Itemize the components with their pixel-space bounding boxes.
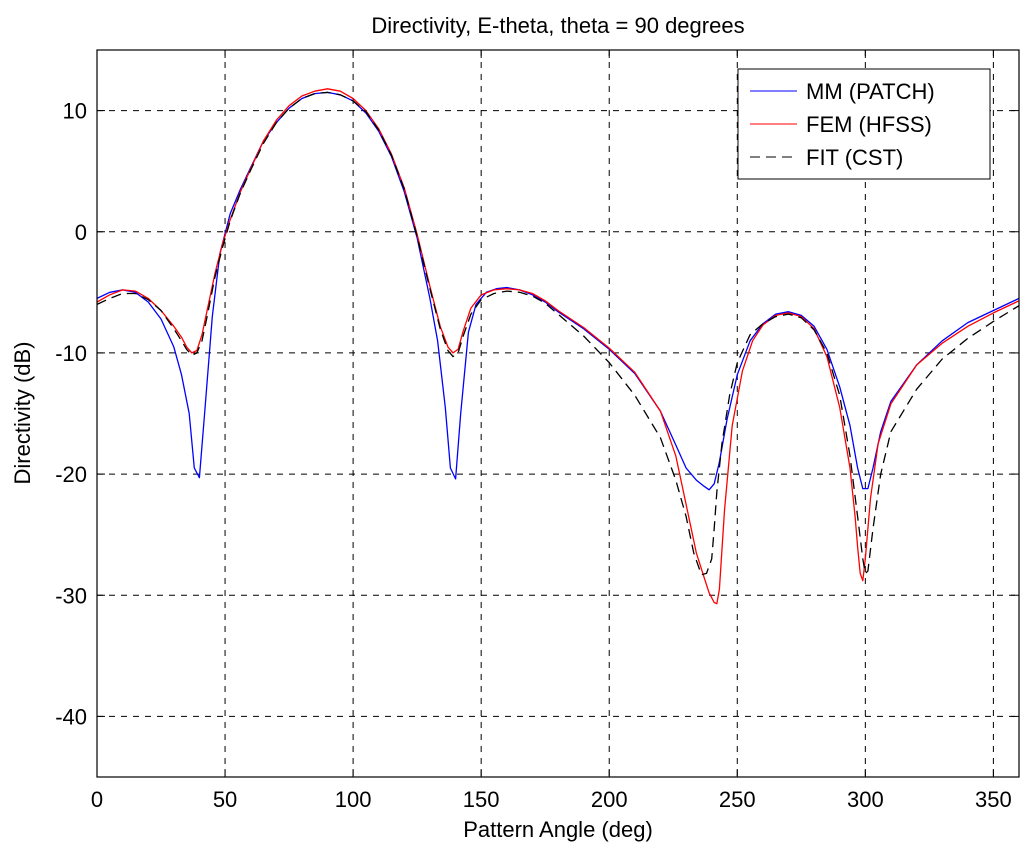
axis-ticks: 0 50 100 150 200 250 300 350 -40 -30 -20 -10 0 10 bbox=[55, 50, 1019, 812]
x-tick-label: 250 bbox=[719, 787, 756, 812]
series-line-3 bbox=[97, 91, 1019, 576]
x-tick-label: 300 bbox=[847, 787, 884, 812]
y-tick-label: 0 bbox=[75, 220, 87, 245]
y-tick-label: -40 bbox=[55, 704, 87, 729]
x-tick-label: 100 bbox=[335, 787, 372, 812]
x-tick-label: 0 bbox=[91, 787, 103, 812]
y-tick-label: 10 bbox=[63, 99, 87, 124]
y-axis-label: Directivity (dB) bbox=[10, 341, 35, 484]
legend-label-fit: FIT (CST) bbox=[806, 145, 903, 170]
y-tick-label: -10 bbox=[55, 341, 87, 366]
x-tick-label: 50 bbox=[213, 787, 237, 812]
x-tick-label: 200 bbox=[591, 787, 628, 812]
x-tick-label: 150 bbox=[463, 787, 500, 812]
plot-frame bbox=[96, 49, 1020, 778]
legend: MM (PATCH) FEM (HFSS) FIT (CST) bbox=[737, 68, 991, 180]
series-line-2 bbox=[97, 88, 1019, 605]
y-tick-label: -20 bbox=[55, 462, 87, 487]
grid-lines bbox=[96, 50, 1019, 777]
chart-title: Directivity, E-theta, theta = 90 degrees bbox=[371, 13, 744, 38]
x-tick-label: 350 bbox=[975, 787, 1012, 812]
legend-label-mm: MM (PATCH) bbox=[806, 79, 935, 104]
legend-label-fem: FEM (HFSS) bbox=[806, 112, 932, 137]
y-tick-label: -30 bbox=[55, 583, 87, 608]
series-lines bbox=[97, 88, 1019, 605]
x-axis-label: Pattern Angle (deg) bbox=[463, 817, 653, 842]
